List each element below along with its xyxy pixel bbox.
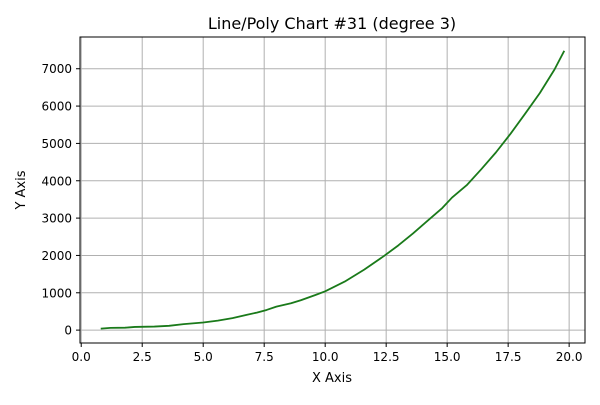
y-tick-label: 1000	[41, 286, 72, 300]
x-tick-label: 17.5	[495, 350, 522, 364]
x-tick-label: 20.0	[556, 350, 583, 364]
x-tick-label: 5.0	[194, 350, 213, 364]
x-tick-label: 15.0	[434, 350, 461, 364]
y-tick-label: 0	[64, 324, 72, 338]
plot-frame	[79, 36, 586, 344]
y-axis-ticks: 0 1000 2000 3000 4000 5000 6000 7000	[41, 62, 80, 338]
x-tick-label: 0.0	[72, 350, 91, 364]
y-tick-label: 7000	[41, 62, 72, 76]
x-axis-ticks: 0.0 2.5 5.0 7.5 10.0 12.5 15.0 17.5 20.0	[72, 343, 583, 364]
y-tick-label: 3000	[41, 212, 72, 226]
y-tick-label: 5000	[41, 137, 72, 151]
y-tick-label: 2000	[41, 249, 72, 263]
series-layer	[100, 50, 566, 330]
y-axis-label: Y Axis	[14, 170, 29, 210]
x-tick-label: 7.5	[255, 350, 274, 364]
chart-title: Line/Poly Chart #31 (degree 3)	[208, 14, 456, 33]
grid	[80, 37, 585, 343]
y-tick-label: 4000	[41, 174, 72, 188]
x-tick-label: 12.5	[373, 350, 400, 364]
series-line	[100, 50, 566, 330]
y-tick-label: 6000	[41, 100, 72, 114]
x-axis-label: X Axis	[312, 371, 352, 386]
x-tick-label: 10.0	[312, 350, 339, 364]
x-tick-label: 2.5	[133, 350, 152, 364]
